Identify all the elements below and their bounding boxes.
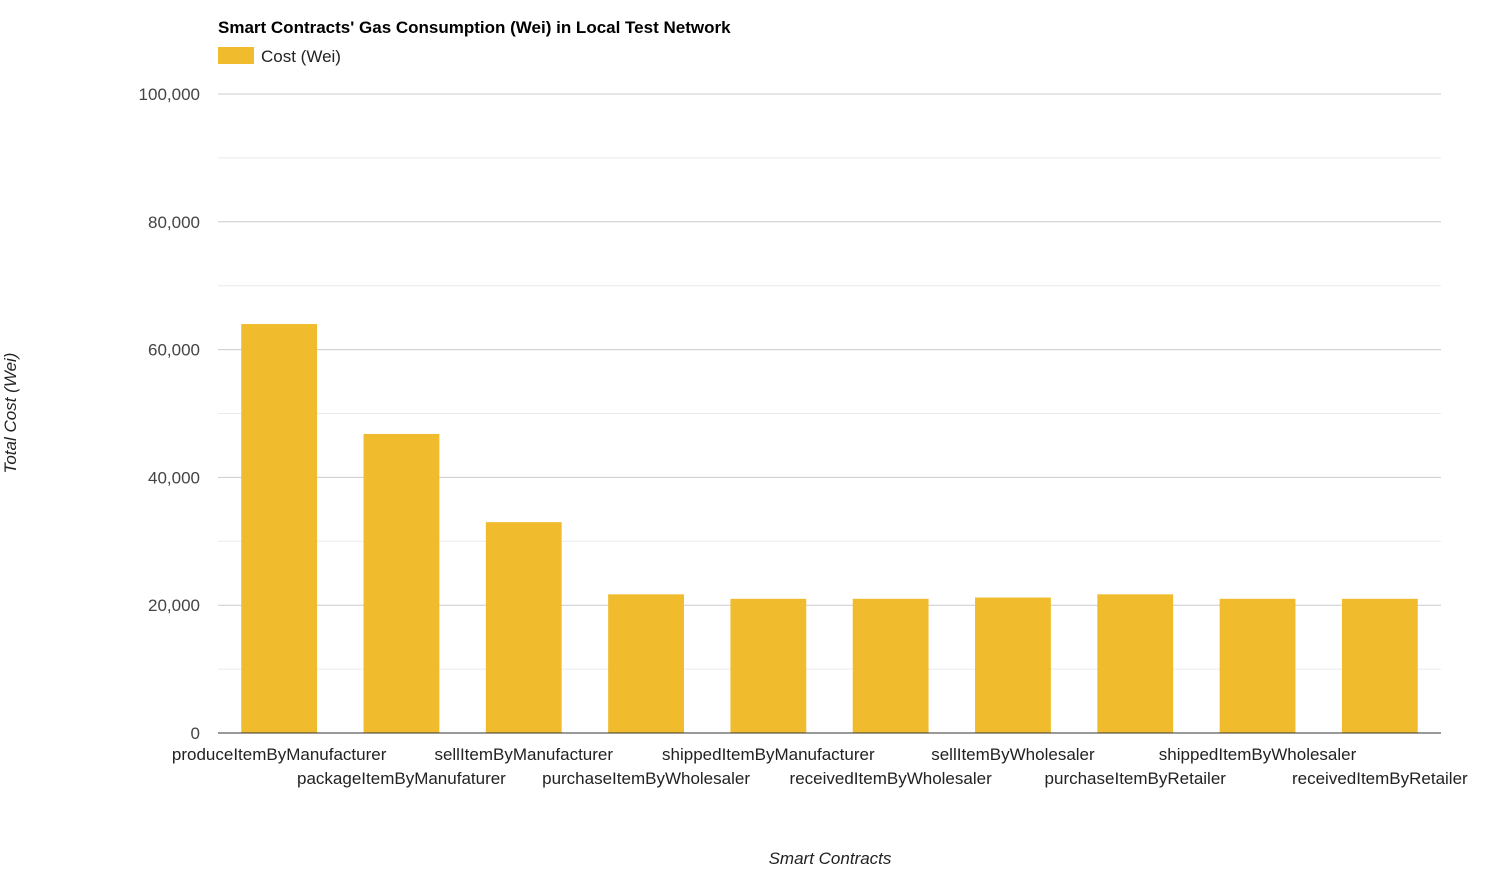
bar[interactable]: [1341, 598, 1418, 733]
bar[interactable]: [608, 594, 684, 733]
y-tick-label: 40,000: [148, 468, 200, 487]
y-tick-label: 100,000: [139, 85, 200, 104]
bar[interactable]: [241, 324, 318, 733]
x-category-label: sellItemByManufacturer: [434, 745, 613, 764]
y-tick-label: 0: [191, 724, 200, 743]
y-tick-label: 80,000: [148, 213, 200, 232]
bar[interactable]: [1097, 594, 1174, 733]
y-axis-title: Total Cost (Wei): [1, 353, 20, 474]
x-category-label: purchaseItemByWholesaler: [542, 769, 750, 788]
bar[interactable]: [852, 598, 929, 733]
x-axis-labels: produceItemByManufacturer packageItemByMa…: [172, 745, 1468, 788]
bar[interactable]: [1219, 598, 1296, 733]
legend-swatch: [218, 47, 254, 64]
x-category-label: receivedItemByRetailer: [1292, 769, 1468, 788]
legend-label: Cost (Wei): [261, 47, 341, 66]
x-category-label: shippedItemByWholesaler: [1159, 745, 1357, 764]
x-category-label: shippedItemByManufacturer: [662, 745, 875, 764]
x-category-label: sellItemByWholesaler: [931, 745, 1095, 764]
x-axis-title: Smart Contracts: [769, 849, 892, 868]
y-axis-ticks: 0 20,000 40,000 60,000 80,000 100,000: [139, 85, 200, 743]
bar[interactable]: [363, 433, 440, 733]
x-category-label: receivedItemByWholesaler: [790, 769, 993, 788]
bar[interactable]: [730, 598, 807, 733]
x-category-label: purchaseItemByRetailer: [1045, 769, 1227, 788]
bar[interactable]: [975, 597, 1051, 733]
legend: Cost (Wei): [218, 47, 341, 66]
chart-title: Smart Contracts' Gas Consumption (Wei) i…: [218, 18, 731, 37]
bars: [241, 324, 1418, 733]
x-category-label: packageItemByManufaturer: [297, 769, 506, 788]
x-category-label: produceItemByManufacturer: [172, 745, 387, 764]
bar[interactable]: [485, 522, 562, 733]
y-tick-label: 60,000: [148, 341, 200, 360]
y-tick-label: 20,000: [148, 596, 200, 615]
